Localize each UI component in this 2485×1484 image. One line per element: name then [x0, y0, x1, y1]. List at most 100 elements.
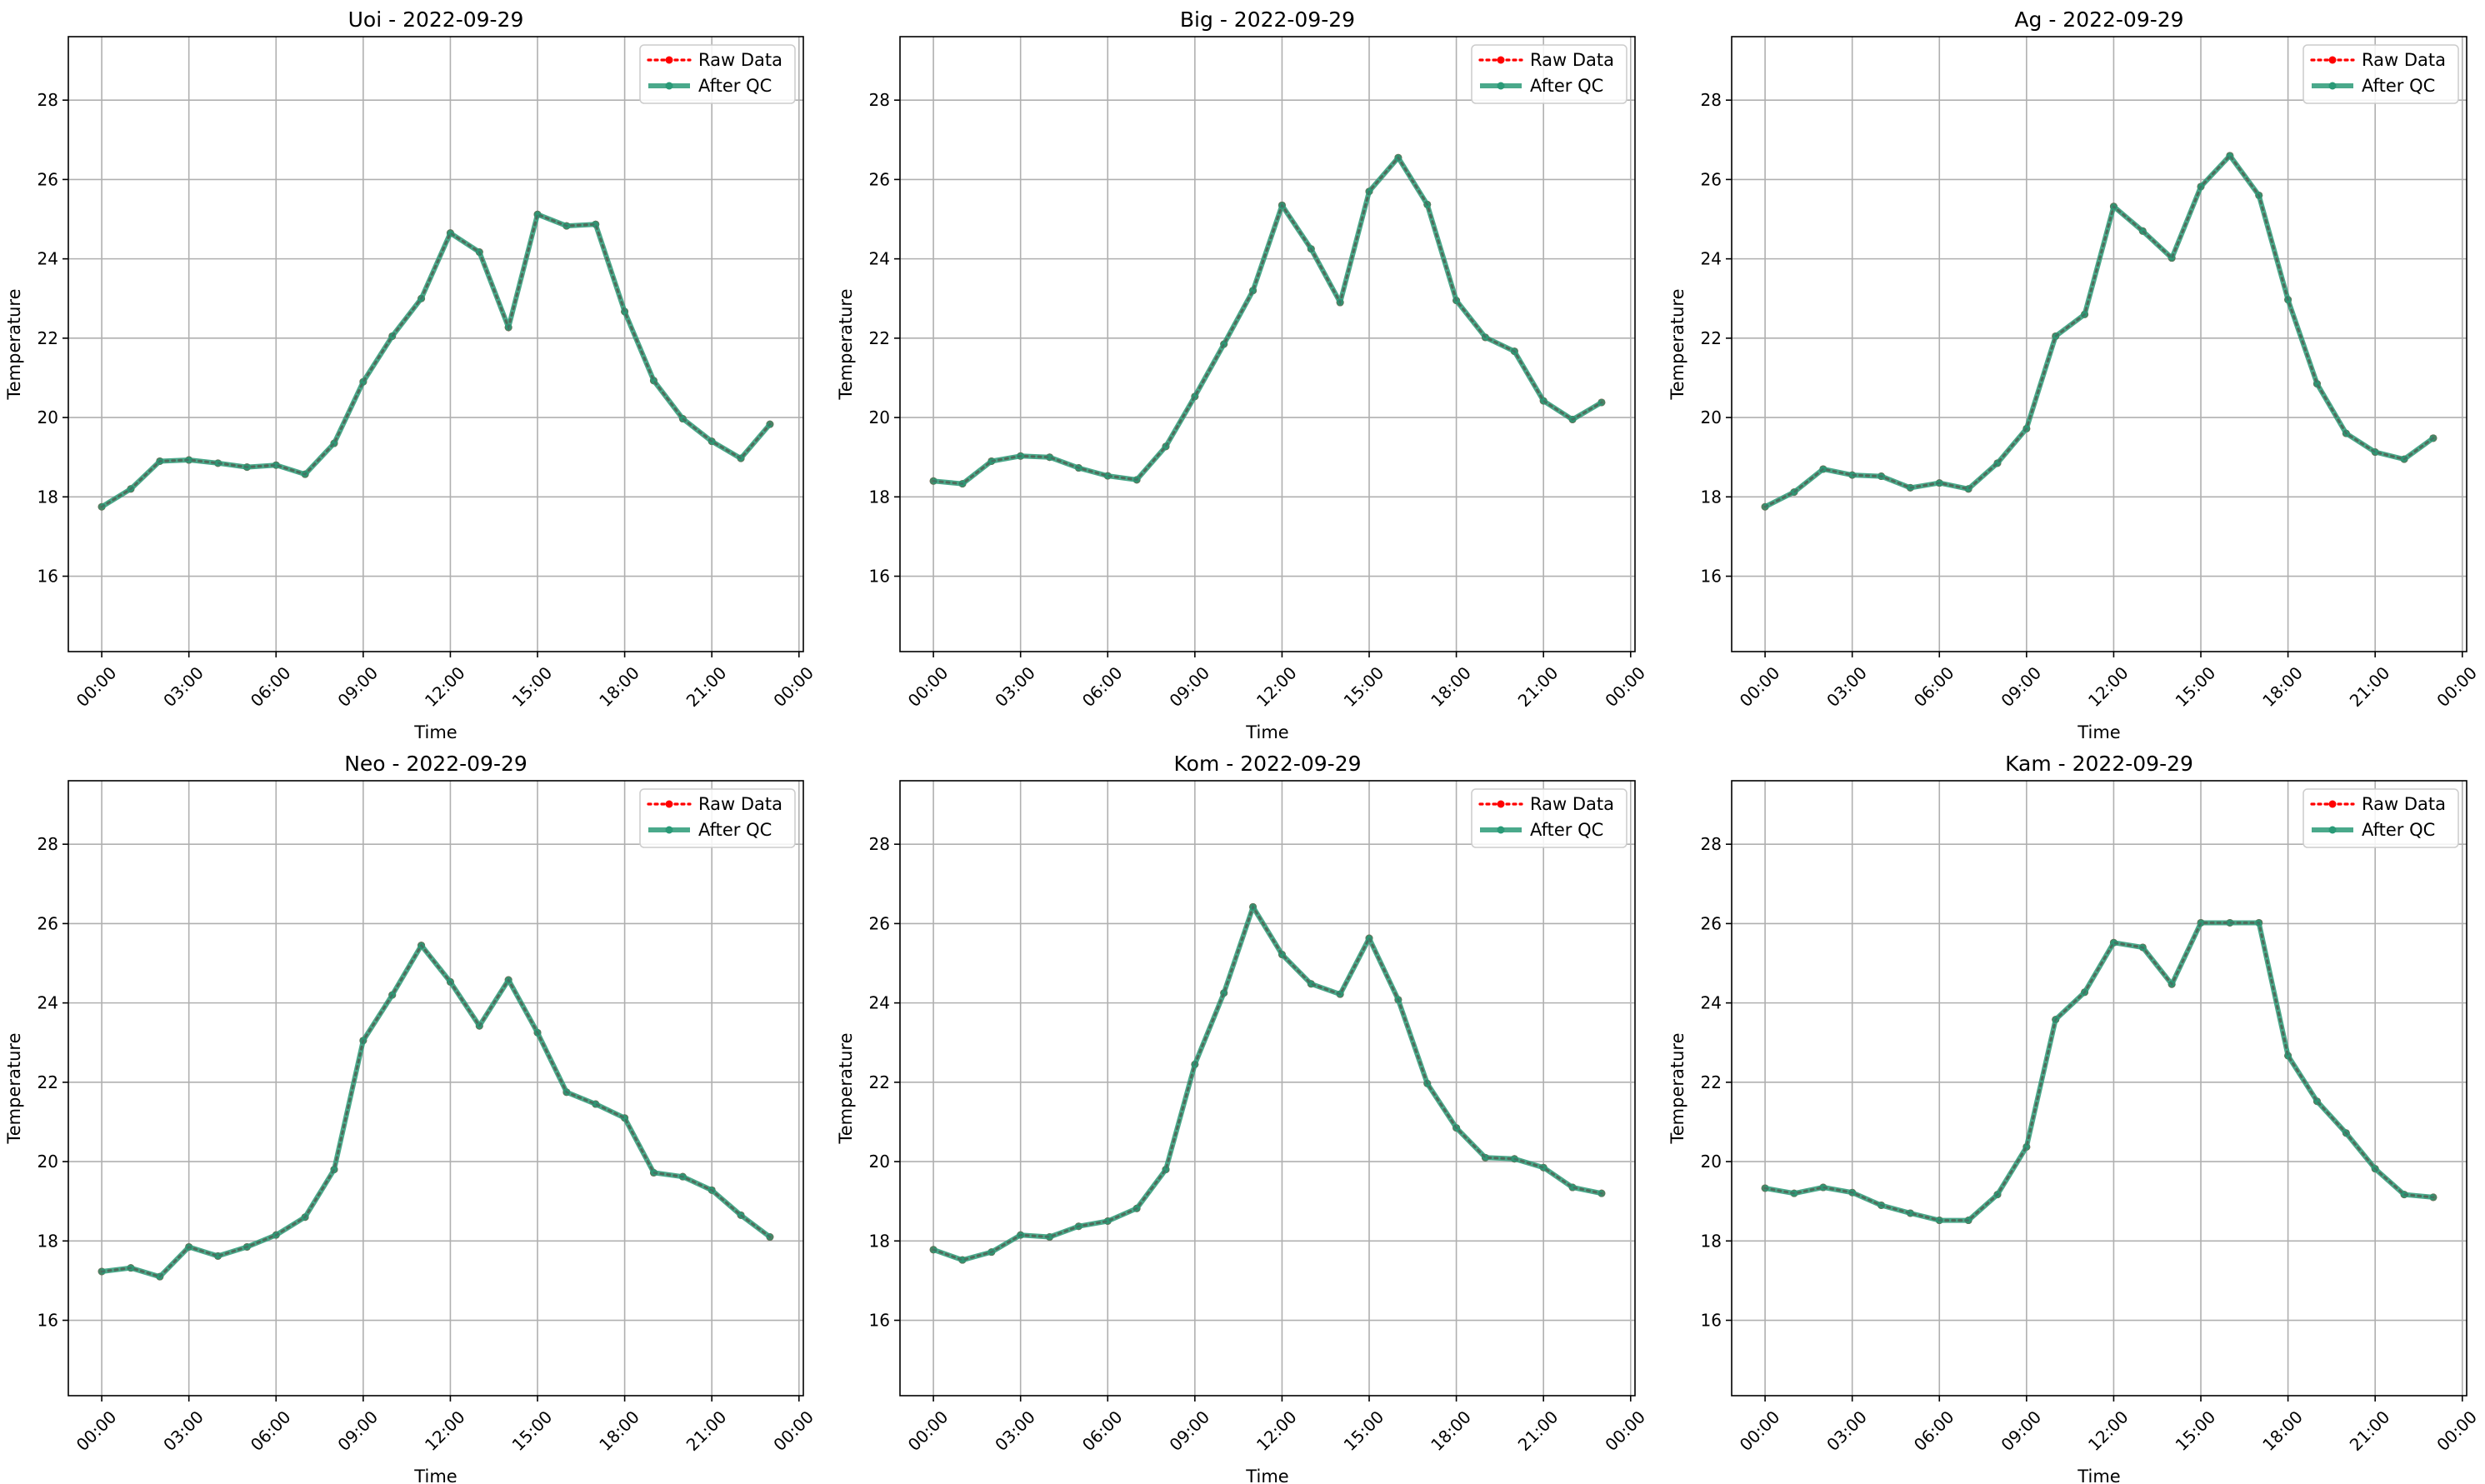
series-overlay — [1763, 922, 2435, 1222]
series-overlay — [932, 156, 1603, 485]
x-tick-label: 18:00 — [1427, 662, 1475, 711]
legend: Raw Data After QC — [1471, 788, 1628, 848]
x-tick-label: 12:00 — [2084, 662, 2132, 711]
x-axis-label: Time — [1245, 1467, 1288, 1484]
y-axis-label: Temperature — [1668, 288, 1688, 400]
x-tick-label: 09:00 — [1997, 662, 2045, 711]
series-raw-data — [98, 942, 774, 1281]
x-tick-label: 06:00 — [1078, 1407, 1127, 1455]
x-tick-label: 03:00 — [991, 662, 1039, 711]
x-tick-label: 15:00 — [508, 1407, 557, 1455]
x-tick-label: 00:00 — [72, 1407, 121, 1455]
data-point — [533, 210, 542, 218]
y-tick-label: 22 — [38, 1072, 58, 1092]
y-tick-label: 16 — [1701, 567, 1722, 587]
series-line — [932, 155, 1603, 487]
x-tick-label: 18:00 — [595, 1407, 643, 1455]
chart-panel: 00:00 03:00 06:00 09:00 12:00 15:00 18:00 21:00… — [4, 752, 818, 1484]
x-tick-label: 21:00 — [1514, 1407, 1562, 1455]
data-point — [592, 1100, 600, 1108]
y-tick-label: 20 — [869, 407, 890, 427]
x-axis-label: Time — [413, 1467, 457, 1484]
legend-label: Raw Data — [2362, 794, 2446, 814]
x-tick-label: 09:00 — [1165, 1407, 1213, 1455]
y-tick-label: 20 — [869, 1152, 890, 1172]
x-tick-label: 00:00 — [1601, 1407, 1649, 1455]
y-tick-label: 24 — [38, 993, 58, 1013]
x-tick-label: 00:00 — [2432, 662, 2481, 711]
series-raw-data — [98, 210, 774, 511]
x-tick-label: 21:00 — [2346, 662, 2394, 711]
data-point — [1046, 1233, 1054, 1242]
y-axis-label: Temperature — [4, 288, 24, 400]
legend-marker — [1497, 56, 1505, 64]
y-tick-label: 24 — [1701, 249, 1722, 269]
y-tick-label: 20 — [38, 1152, 58, 1172]
y-tick-label: 22 — [869, 1072, 890, 1092]
x-tick-label: 18:00 — [2258, 1407, 2307, 1455]
legend-label: After QC — [698, 820, 772, 840]
series-after-qc — [929, 153, 1606, 488]
y-tick-label: 26 — [38, 169, 58, 189]
x-tick-label: 09:00 — [333, 1407, 382, 1455]
y-axis-label: Temperature — [836, 1032, 856, 1144]
y-tick-label: 28 — [1701, 834, 1722, 854]
chart-title: Kam - 2022-09-29 — [2005, 752, 2193, 776]
x-tick-label: 09:00 — [333, 662, 382, 711]
legend: Raw Data After QC — [639, 788, 796, 848]
x-tick-label: 06:00 — [1078, 662, 1127, 711]
y-tick-label: 26 — [869, 913, 890, 933]
legend-marker — [1497, 826, 1505, 834]
legend-label: Raw Data — [1530, 50, 1614, 70]
grid — [1732, 781, 2467, 1396]
chart-panel: 00:00 03:00 06:00 09:00 12:00 15:00 18:00 21:00… — [1668, 752, 2481, 1484]
series-overlay — [932, 904, 1603, 1262]
y-tick-label: 18 — [38, 1231, 58, 1251]
series-raw-data — [929, 902, 1606, 1264]
series-line — [932, 904, 1602, 1263]
chart-title: Neo - 2022-09-29 — [344, 752, 528, 776]
x-tick-label: 03:00 — [159, 662, 208, 711]
x-tick-label: 00:00 — [72, 662, 121, 711]
x-tick-label: 03:00 — [159, 1407, 208, 1455]
legend-label: After QC — [1530, 76, 1603, 96]
x-tick-label: 03:00 — [991, 1407, 1039, 1455]
legend-marker — [665, 800, 673, 808]
plot-frame — [1731, 36, 2468, 652]
legend-marker — [1497, 800, 1505, 808]
series-raw-data — [929, 153, 1606, 488]
y-tick-label: 22 — [869, 328, 890, 348]
legend-label: After QC — [2362, 76, 2435, 96]
grid — [900, 37, 1635, 652]
y-tick-label: 18 — [1701, 487, 1722, 507]
y-axis-label: Temperature — [836, 288, 856, 400]
y-tick-label: 16 — [38, 567, 58, 587]
y-tick-label: 20 — [1701, 1152, 1722, 1172]
series-after-qc — [929, 902, 1606, 1264]
x-tick-label: 12:00 — [1252, 662, 1301, 711]
y-axis-label: Temperature — [4, 1032, 24, 1144]
x-tick-label: 18:00 — [1427, 1407, 1475, 1455]
plot-frame — [899, 36, 1636, 652]
x-axis-label: Time — [1245, 722, 1288, 742]
y-tick-label: 22 — [1701, 1072, 1722, 1092]
y-tick-label: 26 — [869, 169, 890, 189]
y-tick-label: 18 — [869, 487, 890, 507]
y-tick-label: 24 — [38, 249, 58, 269]
x-tick-label: 15:00 — [2172, 662, 2220, 711]
data-point — [958, 1256, 967, 1264]
data-point — [1046, 453, 1054, 462]
y-tick-label: 18 — [869, 1231, 890, 1251]
data-point — [621, 1114, 629, 1122]
x-tick-label: 12:00 — [2084, 1407, 2132, 1455]
x-tick-label: 15:00 — [1340, 1407, 1388, 1455]
x-tick-label: 09:00 — [1165, 662, 1213, 711]
series-after-qc — [98, 210, 774, 511]
y-tick-label: 28 — [869, 834, 890, 854]
x-tick-label: 21:00 — [1514, 662, 1562, 711]
legend: Raw Data After QC — [2302, 44, 2459, 104]
series-after-qc — [1761, 152, 2438, 511]
x-tick-label: 15:00 — [2172, 1407, 2220, 1455]
x-tick-label: 00:00 — [904, 1407, 952, 1455]
x-tick-label: 00:00 — [2432, 1407, 2481, 1455]
